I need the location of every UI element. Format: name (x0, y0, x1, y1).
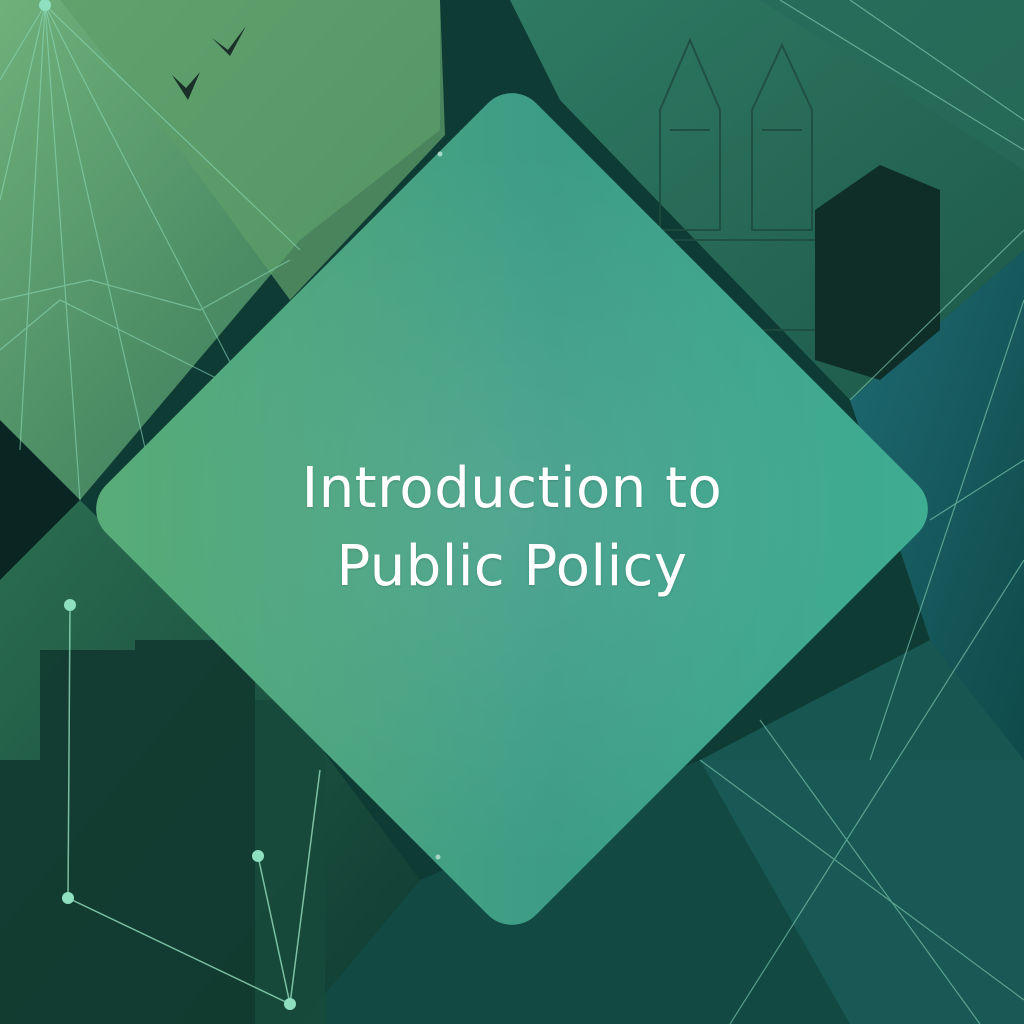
bird-icon (172, 26, 246, 100)
title-line-2: Public Policy (336, 534, 688, 599)
title-card (96, 93, 928, 925)
network-node (39, 0, 296, 1010)
building-silhouette (815, 165, 940, 380)
building-silhouette (0, 640, 325, 1024)
title-line-1: Introduction to (301, 456, 723, 521)
slide-title: Introduction to Public Policy (262, 450, 762, 606)
